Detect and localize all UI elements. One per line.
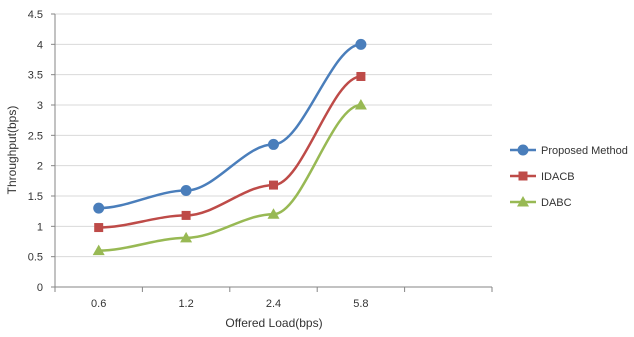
series-dabc (92, 99, 367, 256)
series-group (92, 38, 367, 256)
legend-marker (517, 196, 529, 207)
data-point (356, 71, 366, 81)
y-tick-label: 1.5 (28, 191, 43, 203)
y-tick-label: 2.5 (28, 130, 43, 142)
data-point (355, 38, 367, 50)
data-point (92, 244, 105, 256)
legend-marker (518, 171, 528, 181)
legend-label: Proposed Method (541, 145, 628, 157)
data-point (267, 208, 280, 219)
x-tick-label: 1.2 (178, 298, 193, 310)
data-point (180, 231, 193, 243)
legend-item: Proposed Method (510, 144, 628, 157)
y-tick-label: 2 (37, 161, 43, 173)
y-tick-label: 1 (37, 221, 43, 233)
legend-label: IDACB (541, 171, 575, 183)
x-tick-label: 5.8 (353, 298, 368, 310)
data-point (269, 180, 278, 190)
data-point (268, 138, 279, 150)
y-tick-label: 0.5 (28, 252, 43, 264)
y-axis-title: Throughput(bps) (5, 106, 19, 195)
series-proposed-method (93, 38, 367, 214)
series-idacb (94, 71, 366, 233)
y-tick-label: 3 (37, 100, 43, 112)
x-axis-title: Offered Load(bps) (225, 316, 322, 330)
legend: Proposed Method IDACB DABC (510, 144, 628, 209)
y-tick-label: 4 (37, 39, 43, 51)
data-point (94, 223, 104, 233)
legend-item: IDACB (510, 171, 575, 183)
legend-item: DABC (510, 196, 572, 209)
y-tick-label: 4.5 (28, 9, 43, 21)
y-tick-label: 3.5 (28, 70, 43, 82)
data-point (354, 99, 367, 110)
legend-marker (517, 144, 529, 156)
x-axis-ticks: 0.6 1.2 2.4 5.8 (54, 287, 493, 310)
series-line (98, 75, 362, 229)
gridlines (54, 13, 492, 288)
y-axis-ticks: 0 0.5 1 1.5 2 2.5 3 3.5 4 4.5 (28, 9, 55, 294)
data-point (181, 210, 191, 220)
x-tick-label: 2.4 (266, 298, 281, 310)
legend-label: DABC (541, 197, 572, 209)
y-tick-label: 0 (37, 282, 43, 294)
data-point (180, 185, 192, 197)
series-line (98, 43, 362, 210)
series-line (98, 103, 362, 252)
data-point (93, 202, 105, 214)
x-tick-label: 0.6 (91, 298, 106, 310)
